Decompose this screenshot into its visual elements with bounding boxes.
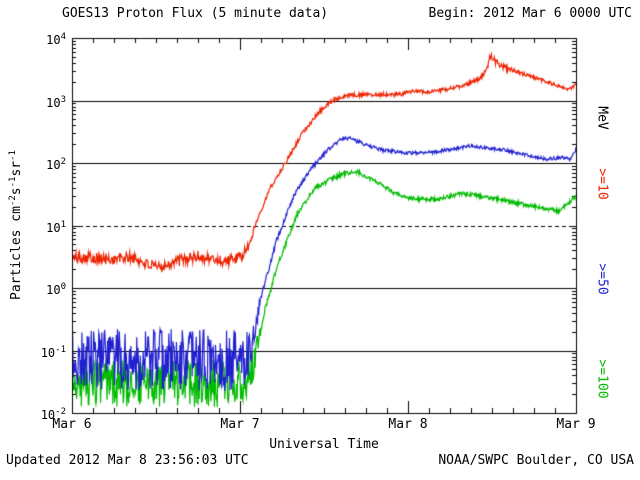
x-tick-label: Mar 6 xyxy=(52,417,92,432)
chart-title: GOES13 Proton Flux (5 minute data) xyxy=(62,6,329,21)
threshold-label: MeV xyxy=(594,106,610,130)
threshold-label: >=50 xyxy=(594,263,610,295)
credit-label: NOAA/SWPC Boulder, CO USA xyxy=(438,453,634,468)
threshold-label: >=100 xyxy=(594,359,610,399)
y-tick-label: 10-1 xyxy=(40,344,66,360)
y-tick-label: 100 xyxy=(46,282,66,297)
y-tick-label: 102 xyxy=(46,157,66,172)
updated-timestamp: Updated 2012 Mar 8 23:56:03 UTC xyxy=(6,453,249,468)
x-tick-label: Mar 7 xyxy=(220,417,260,432)
y-tick-label: 104 xyxy=(46,32,66,47)
threshold-label: >=10 xyxy=(594,168,610,200)
begin-time-label: Begin: 2012 Mar 6 0000 UTC xyxy=(428,6,633,21)
y-tick-label: 101 xyxy=(46,219,66,235)
x-tick-label: Mar 8 xyxy=(388,417,428,432)
x-tick-label: Mar 9 xyxy=(556,417,596,432)
y-tick-label: 103 xyxy=(46,94,66,110)
y-tick-label: 10-2 xyxy=(40,407,66,422)
x-axis-label: Universal Time xyxy=(269,437,379,452)
